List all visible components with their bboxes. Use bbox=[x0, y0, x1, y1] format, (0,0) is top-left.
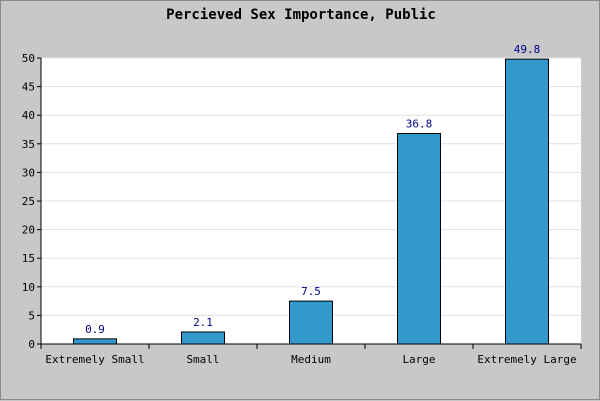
bar bbox=[73, 338, 117, 345]
value-label: 36.8 bbox=[406, 118, 433, 131]
bar bbox=[289, 300, 333, 345]
y-tick-label: 10 bbox=[22, 281, 35, 294]
labels: 0 5 10 15 20 25 30 35 40 45 50 0.9 Extremely Small 2.… bbox=[22, 43, 577, 366]
y-tick-label: 5 bbox=[28, 309, 35, 322]
x-tick-label: Small bbox=[186, 353, 219, 366]
y-tick-label: 0 bbox=[28, 338, 35, 351]
y-tick-label: 45 bbox=[22, 81, 35, 94]
axes bbox=[37, 57, 582, 349]
bar bbox=[505, 58, 549, 345]
x-tick-label: Large bbox=[402, 353, 435, 366]
bars bbox=[73, 58, 549, 345]
y-tick-label: 25 bbox=[22, 195, 35, 208]
x-tick-label: Extremely Large bbox=[477, 353, 576, 366]
x-tick-label: Medium bbox=[291, 353, 331, 366]
chart-title: Percieved Sex Importance, Public bbox=[166, 7, 436, 23]
y-tick-label: 35 bbox=[22, 138, 35, 151]
bar bbox=[397, 133, 441, 345]
x-tick-label: Extremely Small bbox=[45, 353, 144, 366]
value-label: 7.5 bbox=[301, 285, 321, 298]
y-tick-label: 20 bbox=[22, 224, 35, 237]
bar bbox=[181, 331, 225, 345]
y-tick-label: 40 bbox=[22, 109, 35, 122]
value-label: 2.1 bbox=[193, 316, 213, 329]
y-tick-label: 15 bbox=[22, 252, 35, 265]
y-tick-label: 50 bbox=[22, 52, 35, 65]
gridlines bbox=[41, 57, 581, 316]
value-label: 49.8 bbox=[514, 43, 541, 56]
y-tick-label: 30 bbox=[22, 166, 35, 179]
value-label: 0.9 bbox=[85, 323, 105, 336]
